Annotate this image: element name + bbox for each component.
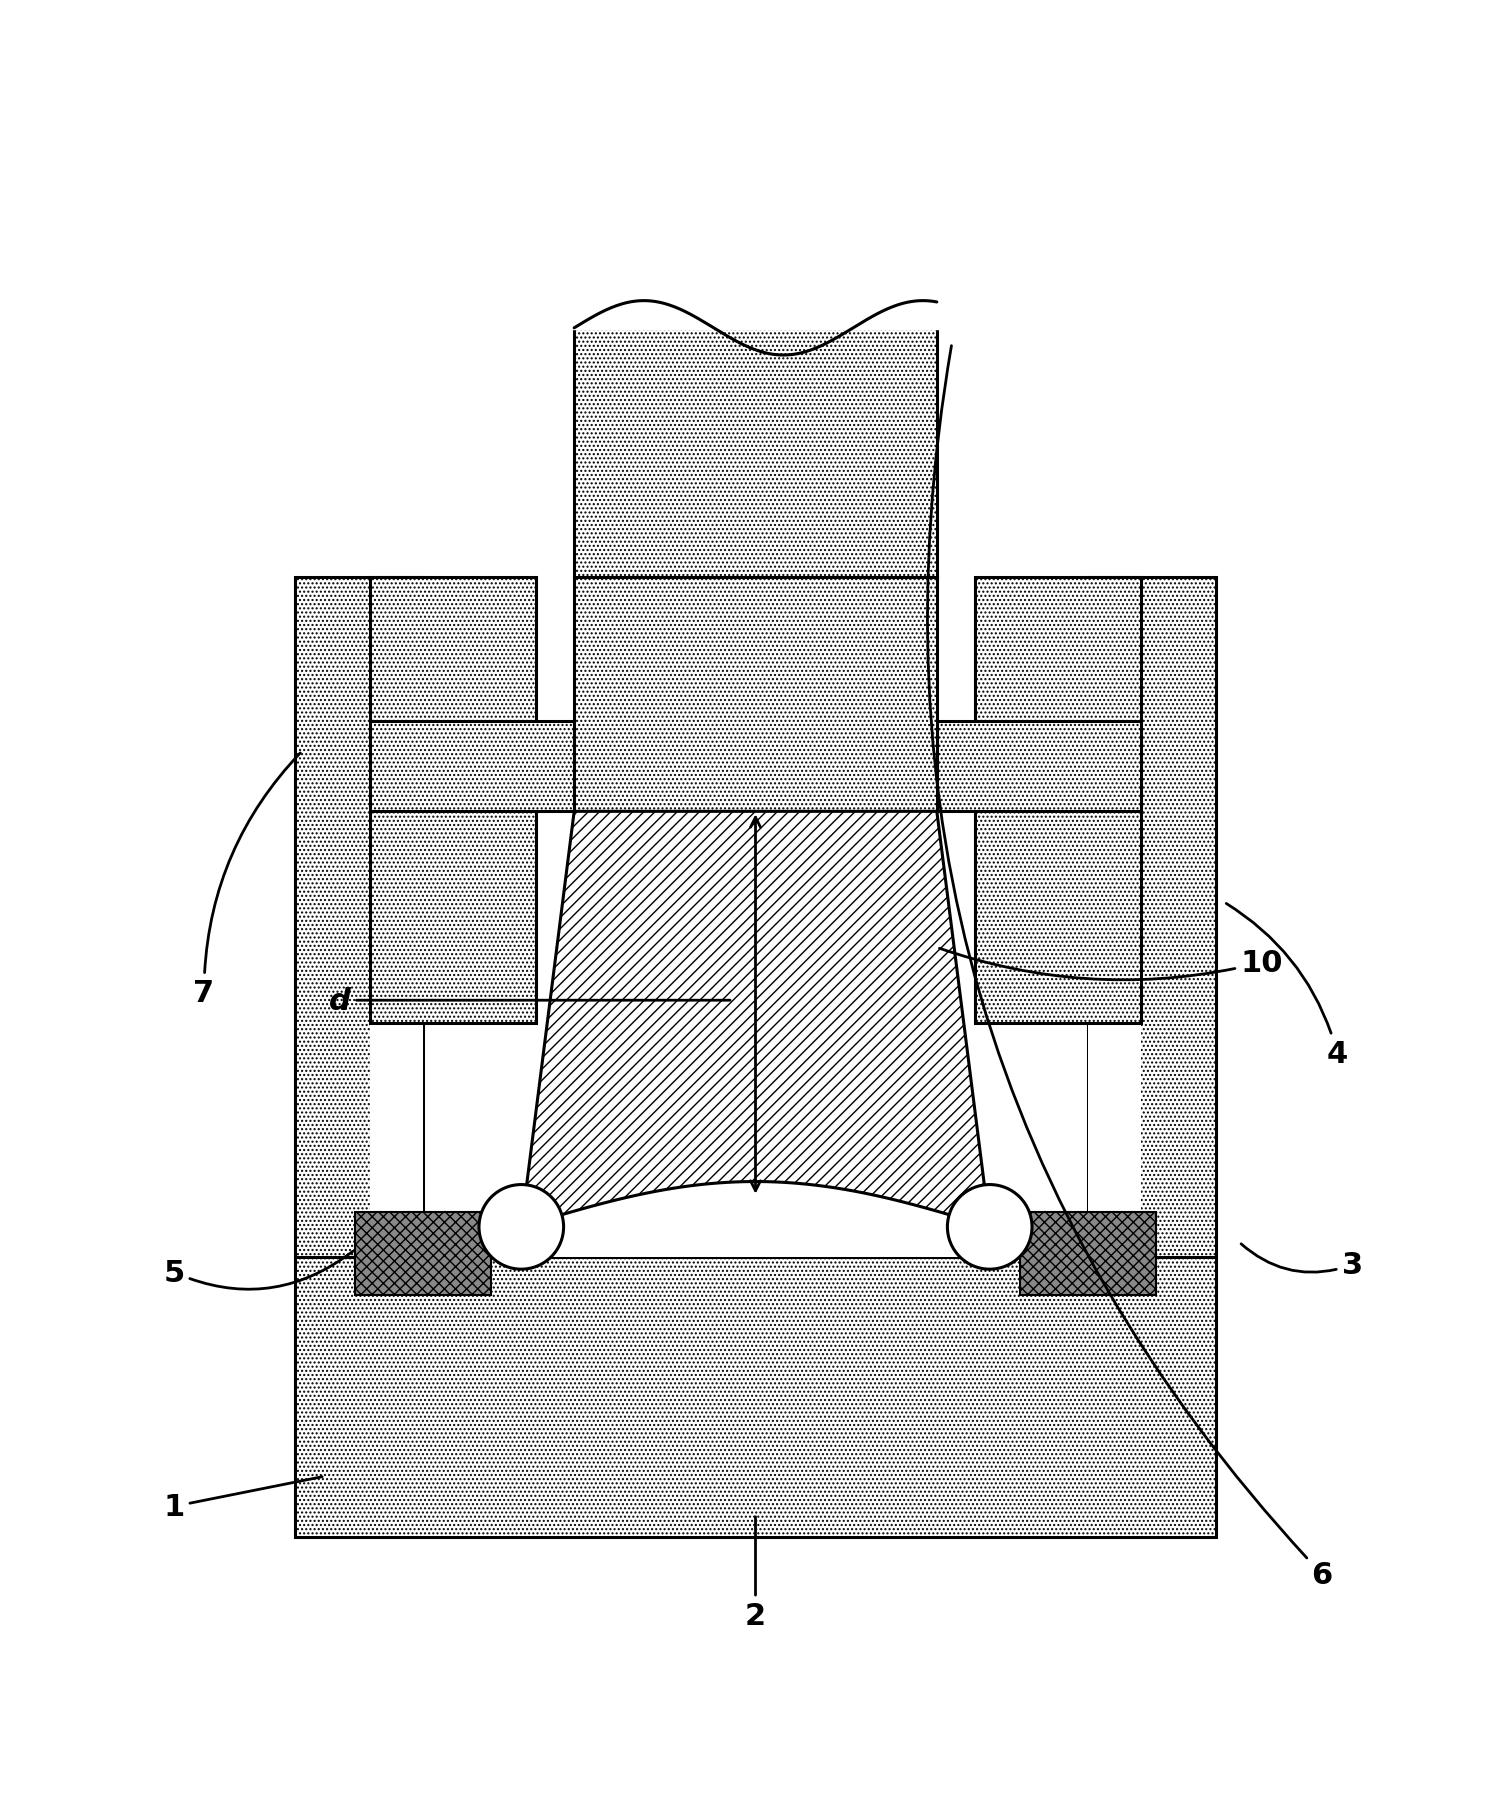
Text: 1: 1 xyxy=(163,1476,322,1522)
Text: 7: 7 xyxy=(193,753,301,1007)
Bar xyxy=(1020,1213,1156,1296)
Text: d: d xyxy=(329,986,730,1014)
Text: 2: 2 xyxy=(745,1516,766,1630)
Polygon shape xyxy=(536,812,975,1258)
Bar xyxy=(355,1213,491,1296)
Polygon shape xyxy=(521,812,990,1227)
Text: 3: 3 xyxy=(1241,1244,1363,1280)
Circle shape xyxy=(479,1184,564,1269)
Text: 10: 10 xyxy=(940,948,1283,980)
Bar xyxy=(370,578,536,1023)
Text: 5: 5 xyxy=(163,1251,354,1289)
Text: 6: 6 xyxy=(928,347,1333,1588)
Bar xyxy=(937,722,1141,812)
Bar xyxy=(1088,578,1216,1258)
Bar xyxy=(295,578,423,1258)
Circle shape xyxy=(947,1184,1032,1269)
Bar xyxy=(574,578,937,812)
Bar xyxy=(975,578,1141,1023)
Bar xyxy=(574,329,937,578)
Text: 4: 4 xyxy=(1227,904,1348,1069)
Bar xyxy=(295,1258,1216,1536)
Polygon shape xyxy=(1088,1023,1141,1258)
Bar xyxy=(370,722,574,812)
Polygon shape xyxy=(370,1023,423,1258)
